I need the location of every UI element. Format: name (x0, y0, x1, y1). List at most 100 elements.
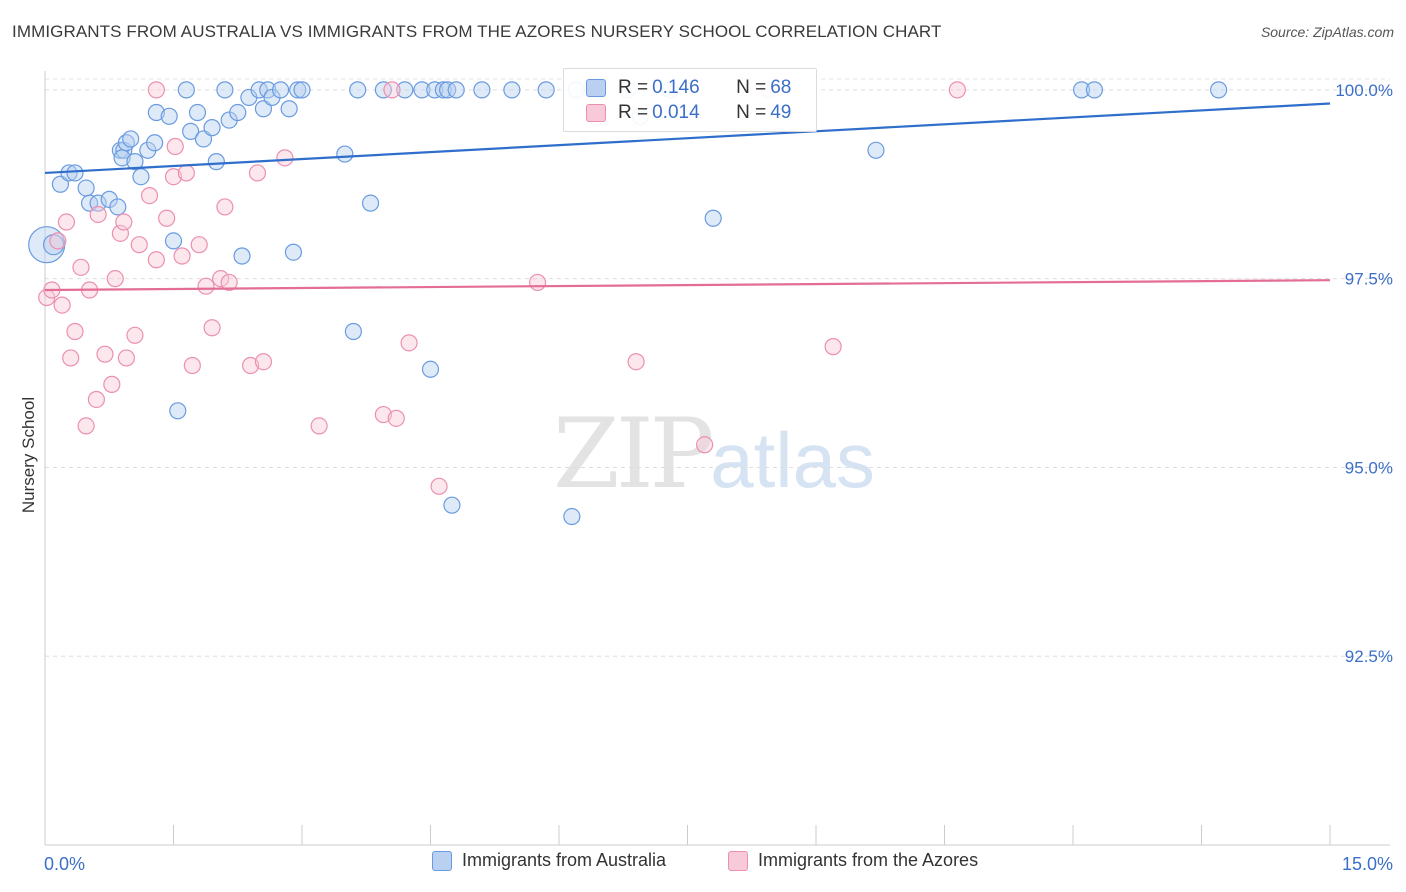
point-australia (122, 130, 140, 148)
point-azores (948, 81, 966, 99)
point-australia (289, 81, 307, 99)
stats-swatch-australia (586, 79, 606, 97)
legend-item-australia[interactable]: Immigrants from Australia (432, 850, 666, 871)
point-australia (1072, 81, 1091, 99)
stats-n-label: N = (736, 77, 767, 98)
stats-r-label: R = (618, 77, 649, 98)
point-azores (248, 164, 267, 182)
point-australia (503, 81, 521, 99)
point-azores (310, 417, 328, 435)
stats-n-value: 49 (770, 102, 792, 123)
point-azores (197, 277, 215, 295)
point-azores (374, 405, 392, 424)
stats-n-value: 68 (770, 77, 792, 98)
y-tick-label: 95.0% (1345, 458, 1393, 477)
point-australia (361, 194, 380, 212)
y-tick-label: 92.5% (1345, 647, 1393, 666)
watermark: ZIPatlas (553, 398, 875, 510)
point-azores (140, 186, 159, 205)
point-azores (126, 326, 144, 344)
source-label: Source: ZipAtlas.com (1260, 24, 1394, 40)
point-azores (242, 356, 260, 375)
point-australia (421, 360, 440, 378)
stats-n-label: N = (736, 102, 767, 123)
point-australia (66, 164, 84, 182)
point-australia (447, 81, 465, 99)
legend-item-azores[interactable]: Immigrants from the Azores (728, 850, 978, 871)
point-australia (1085, 81, 1104, 99)
point-australia (126, 153, 144, 171)
point-australia (109, 198, 127, 216)
stats-swatch-azores (586, 104, 606, 122)
point-azores (627, 353, 645, 371)
point-azores (89, 205, 107, 224)
point-australia (336, 145, 354, 163)
point-azores (77, 417, 95, 435)
point-australia (254, 100, 273, 118)
y-axis-label: Nursery School (19, 397, 38, 513)
point-azores (103, 375, 121, 393)
point-azores (53, 296, 71, 314)
point-azores (528, 273, 547, 292)
point-azores (276, 149, 294, 167)
point-australia (413, 81, 431, 99)
point-azores (173, 247, 191, 265)
point-azores (383, 81, 401, 99)
point-australia (146, 134, 164, 152)
point-australia (473, 81, 491, 99)
point-azores (72, 258, 90, 276)
point-azores (430, 477, 448, 495)
y-tick-label: 100.0% (1335, 81, 1393, 100)
point-azores (216, 198, 234, 216)
point-azores (115, 213, 133, 231)
y-tick-label: 97.5% (1345, 270, 1393, 289)
x-tick-label: 0.0% (44, 854, 85, 874)
point-azores (49, 232, 67, 250)
legend-label-australia: Immigrants from Australia (462, 850, 667, 870)
point-australia (147, 103, 165, 122)
point-azores (220, 273, 238, 292)
point-azores (387, 409, 405, 427)
point-australia (188, 103, 207, 122)
point-australia (280, 100, 298, 118)
point-australia (207, 153, 225, 171)
point-azores (96, 345, 114, 363)
point-australia (216, 81, 234, 99)
point-australia (132, 168, 150, 186)
point-azores (696, 436, 714, 454)
point-australia (434, 81, 452, 99)
point-australia (344, 322, 362, 341)
point-australia (182, 122, 200, 141)
stats-row-azores: R = 0.014 N = 49 (586, 100, 791, 126)
point-australia (867, 141, 885, 159)
point-australia (1210, 81, 1228, 99)
point-australia (77, 179, 95, 197)
point-azores (66, 322, 84, 341)
legend: Immigrants from Australia Immigrants fro… (0, 850, 1406, 880)
point-australia (164, 232, 183, 250)
point-azores (254, 353, 273, 371)
stats-r-value: 0.014 (652, 102, 700, 123)
point-azores (190, 236, 208, 254)
point-azores (166, 137, 184, 156)
point-azores (87, 390, 106, 409)
point-australia (537, 81, 555, 99)
point-azores (62, 349, 80, 367)
point-azores (147, 251, 165, 269)
trendline-australia (44, 102, 1331, 175)
point-azores (147, 81, 165, 99)
point-azores (106, 270, 124, 288)
point-australia (563, 507, 581, 526)
legend-swatch-azores (728, 850, 748, 871)
chart-title: IMMIGRANTS FROM AUSTRALIA VS IMMIGRANTS … (12, 22, 942, 41)
point-azores (117, 349, 135, 367)
point-australia (271, 81, 290, 99)
point-azores (400, 334, 418, 352)
point-australia (443, 496, 461, 514)
point-australia (169, 402, 187, 420)
stats-legend: R = 0.146 N = 68 R = 0.014 N = 49 (563, 68, 817, 132)
point-australia (229, 103, 247, 122)
legend-swatch-australia (432, 850, 452, 871)
stats-row-australia: R = 0.146 N = 68 (586, 75, 791, 101)
